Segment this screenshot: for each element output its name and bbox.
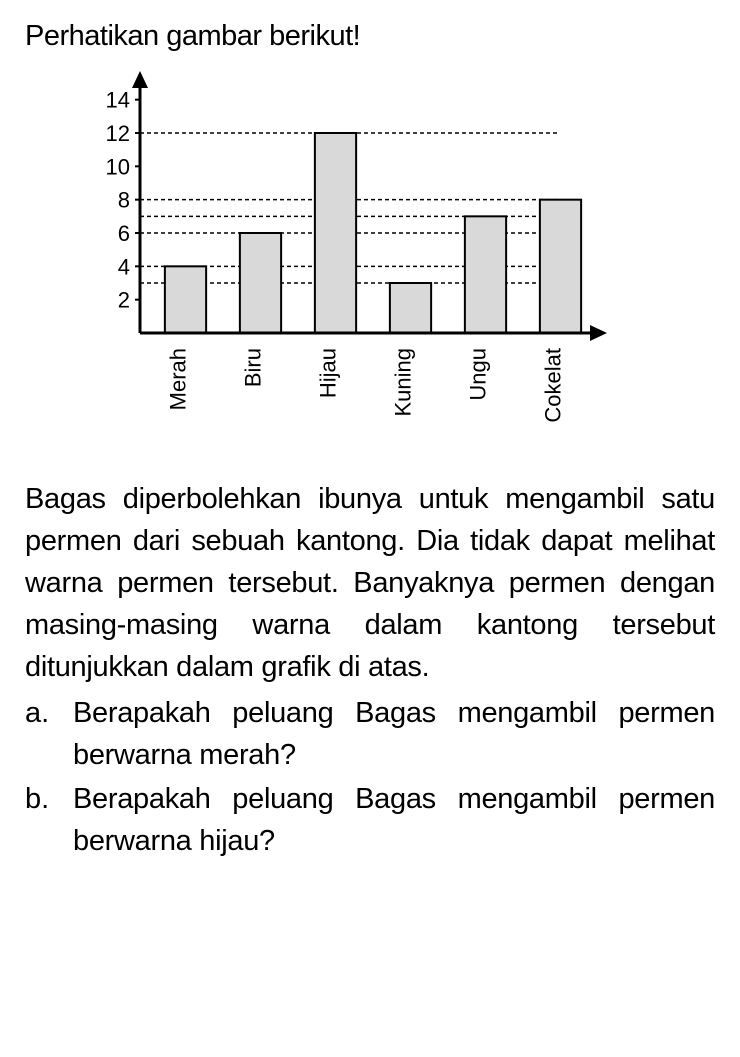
svg-text:Merah: Merah [166,348,191,410]
question-a: a. Berapakah peluang Bagas mengambil per… [25,692,715,776]
svg-text:14: 14 [106,88,130,113]
svg-text:Cokelat: Cokelat [541,348,566,423]
svg-text:Ungu: Ungu [466,348,491,401]
svg-text:Biru: Biru [241,348,266,387]
page-title: Perhatikan gambar berikut! [25,20,715,53]
question-a-text: Berapakah peluang Bagas mengambil permen… [73,692,715,776]
svg-text:4: 4 [118,254,130,279]
svg-text:6: 6 [118,221,130,246]
svg-text:Hijau: Hijau [316,348,341,398]
question-a-label: a. [25,692,73,734]
question-b-text: Berapakah peluang Bagas mengambil permen… [73,778,715,862]
bar-chart: 2 4 6 8 10 12 14 Merah Biru Hijau Kuning Ungu Cokela… [80,68,610,448]
body-paragraph: Bagas diperbolehkan ibunya untuk mengamb… [25,478,715,688]
svg-text:12: 12 [106,121,130,146]
svg-text:Kuning: Kuning [391,348,416,417]
chart-svg: 2 4 6 8 10 12 14 Merah Biru Hijau Kuning Ungu Cokela… [80,68,610,448]
svg-text:2: 2 [118,288,130,313]
svg-text:8: 8 [118,188,130,213]
question-b: b. Berapakah peluang Bagas mengambil per… [25,778,715,862]
svg-text:10: 10 [106,154,130,179]
question-b-label: b. [25,778,73,820]
